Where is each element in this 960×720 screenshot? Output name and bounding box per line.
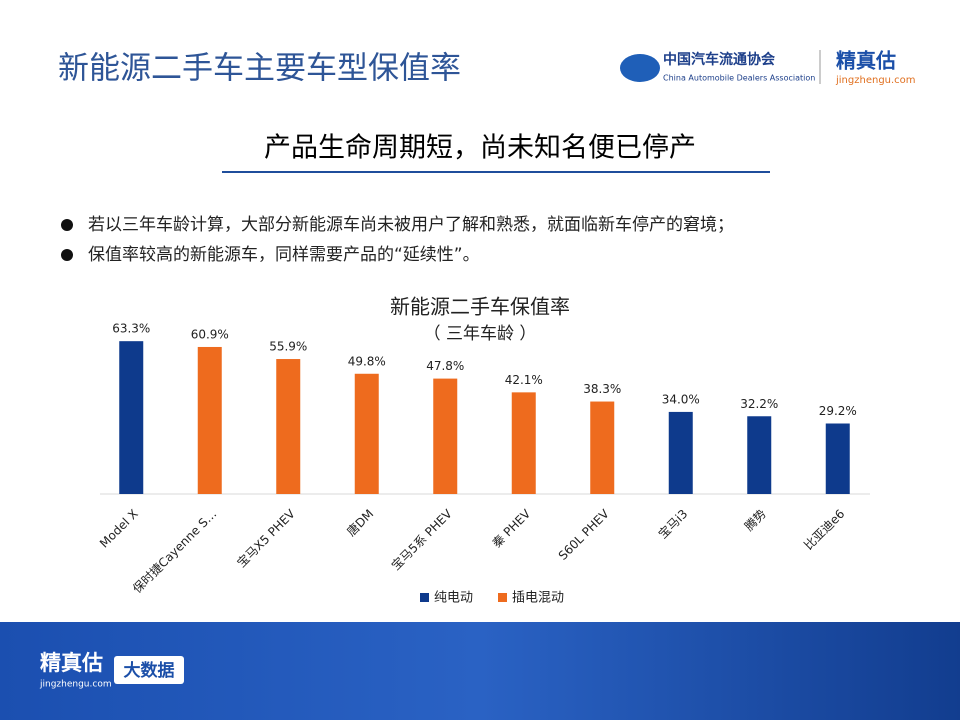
x-tick-label: 唐DM bbox=[343, 506, 376, 539]
legend-label: 纯电动 bbox=[434, 591, 473, 606]
chart-subtitle: （ 三年车龄 ） bbox=[424, 324, 537, 344]
legend-label: 插电混动 bbox=[512, 591, 564, 606]
x-tick-label: S60L PHEV bbox=[556, 506, 613, 563]
bar bbox=[354, 373, 379, 494]
x-tick-label: 腾势 bbox=[741, 506, 769, 534]
bar bbox=[590, 401, 615, 494]
bar bbox=[276, 359, 301, 494]
data-label: 42.1% bbox=[505, 373, 543, 387]
bar bbox=[119, 341, 144, 494]
bar bbox=[197, 346, 222, 494]
x-tick-label: 宝马X5 PHEV bbox=[234, 506, 298, 570]
bullet-dot bbox=[61, 219, 73, 231]
slide-title: 新能源二手车主要车型保值率 bbox=[58, 51, 461, 87]
org-name-en: China Automobile Dealers Association bbox=[663, 74, 815, 83]
data-label: 60.9% bbox=[191, 327, 229, 341]
legend-swatch bbox=[420, 593, 429, 602]
x-tick-label: 秦 PHEV bbox=[490, 506, 534, 550]
data-label: 55.9% bbox=[269, 340, 307, 354]
org-name: 中国汽车流通协会 bbox=[663, 51, 776, 68]
bar bbox=[433, 378, 458, 494]
bar bbox=[668, 411, 693, 494]
data-label: 63.3% bbox=[112, 322, 150, 336]
x-tick-label: 比亚迪e6 bbox=[801, 507, 847, 553]
bullet-dot bbox=[61, 249, 73, 261]
bar bbox=[825, 423, 850, 494]
x-tick-label: 宝马i3 bbox=[656, 507, 691, 542]
bar bbox=[511, 392, 536, 494]
x-tick-label: 宝马5系 PHEV bbox=[389, 506, 456, 573]
footer-brand: 精真估 bbox=[40, 651, 103, 675]
data-label: 34.0% bbox=[662, 392, 700, 406]
bullet-text: 保值率较高的新能源车，同样需要产品的“延续性”。 bbox=[88, 245, 480, 265]
data-label: 49.8% bbox=[348, 354, 386, 368]
footer-tag-box bbox=[114, 656, 184, 684]
bullet-text: 若以三年车龄计算，大部分新能源车尚未被用户了解和熟悉，就面临新车停产的窘境； bbox=[88, 214, 734, 235]
org-logo-icon bbox=[620, 54, 660, 82]
x-tick-label: Model X bbox=[97, 507, 141, 551]
chart-title: 新能源二手车保值率 bbox=[390, 295, 570, 319]
data-label: 47.8% bbox=[426, 359, 464, 373]
footer-tag: 大数据 bbox=[124, 660, 175, 681]
data-label: 29.2% bbox=[819, 404, 857, 418]
footer-brand-url: jingzhengu.com bbox=[39, 680, 112, 690]
bar bbox=[747, 416, 772, 494]
data-label: 38.3% bbox=[583, 382, 621, 396]
banner: 产品生命周期短，尚未知名便已停产 bbox=[264, 133, 696, 164]
brand: 精真估 bbox=[836, 49, 896, 73]
x-tick-label: 保时捷Cayenne S… bbox=[130, 507, 219, 596]
legend-swatch bbox=[498, 593, 507, 602]
brand-url: jingzhengu.com bbox=[835, 75, 916, 86]
data-label: 32.2% bbox=[740, 397, 778, 411]
